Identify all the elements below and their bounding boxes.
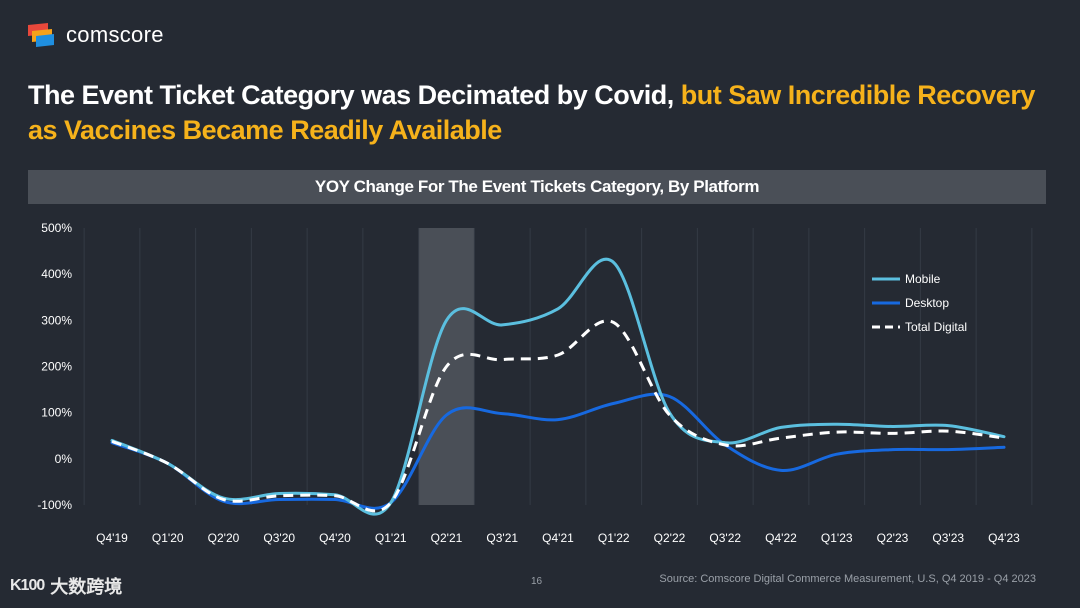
y-tick-label: 100%: [41, 406, 72, 420]
x-tick-label: Q1'23: [821, 531, 853, 545]
brand-name: comscore: [66, 22, 164, 47]
x-tick-label: Q1'21: [375, 531, 407, 545]
comscore-logo: comscore: [26, 22, 164, 48]
x-tick-label: Q4'19: [96, 531, 128, 545]
title-part-white: The Event Ticket Category was Decimated …: [28, 80, 674, 110]
page-title: The Event Ticket Category was Decimated …: [28, 78, 1058, 148]
watermark-logo: K100: [10, 577, 45, 594]
x-tick-label: Q2'20: [208, 531, 240, 545]
x-tick-label: Q2'21: [431, 531, 463, 545]
x-tick-label: Q2'23: [877, 531, 909, 545]
y-tick-label: 400%: [41, 267, 72, 281]
x-tick-label: Q3'23: [932, 531, 964, 545]
legend-label: Mobile: [905, 272, 941, 286]
series-line-mobile: [110, 257, 1006, 516]
comscore-logo-icon: [26, 22, 56, 48]
chart-title-banner: YOY Change For The Event Tickets Categor…: [28, 170, 1046, 204]
watermark: K100 大数跨境: [10, 573, 122, 599]
x-tick-label: Q1'22: [598, 531, 630, 545]
x-tick-label: Q3'20: [263, 531, 295, 545]
title-part-highlight: but Saw Incredible Recovery as Vaccines …: [28, 80, 1035, 145]
x-tick-label: Q1'20: [152, 531, 184, 545]
watermark-text: 大数跨境: [50, 577, 123, 597]
y-tick-label: -100%: [37, 498, 72, 512]
x-tick-label: Q4'20: [319, 531, 351, 545]
y-tick-label: 0%: [55, 452, 73, 466]
x-tick-label: Q3'22: [709, 531, 741, 545]
series-line-desktop: [110, 392, 1006, 510]
x-tick-label: Q4'22: [765, 531, 797, 545]
page-number: 16: [531, 576, 543, 587]
legend-label: Total Digital: [905, 320, 967, 334]
x-tick-label: Q4'23: [988, 531, 1020, 545]
source-note: Source: Comscore Digital Commerce Measur…: [659, 573, 1036, 585]
x-tick-label: Q2'22: [654, 531, 686, 545]
y-tick-label: 500%: [41, 221, 72, 235]
x-tick-label: Q3'21: [486, 531, 518, 545]
chart-title: YOY Change For The Event Tickets Categor…: [314, 177, 760, 196]
x-tick-label: Q4'21: [542, 531, 574, 545]
y-tick-label: 200%: [41, 360, 72, 374]
legend-label: Desktop: [905, 296, 949, 310]
y-tick-label: 300%: [41, 313, 72, 327]
series-line-total-digital: [111, 319, 1005, 513]
